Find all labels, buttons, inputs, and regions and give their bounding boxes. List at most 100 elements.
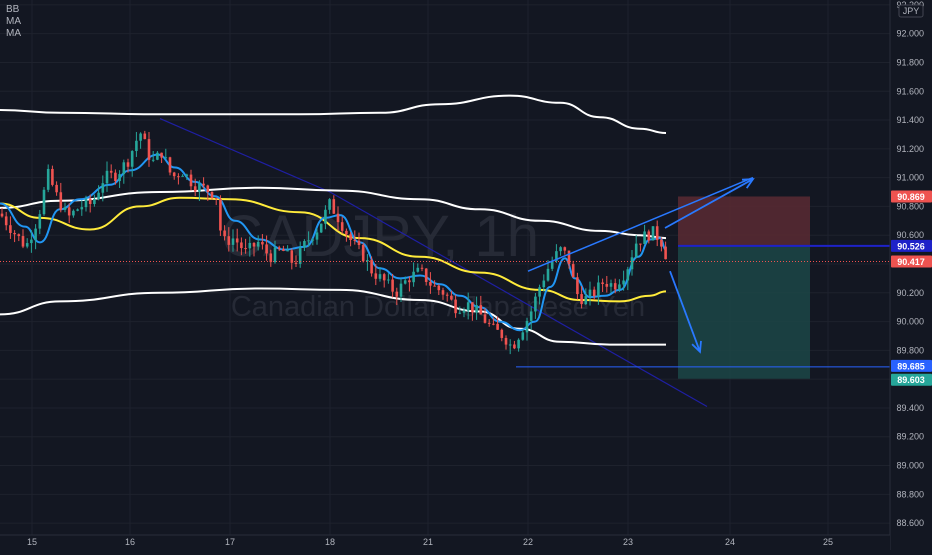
- price-axis-bg: [890, 0, 932, 550]
- candle-up: [151, 151, 155, 163]
- take-profit-zone[interactable]: [678, 245, 810, 379]
- time-tick-label: 25: [823, 537, 833, 547]
- candle-down: [370, 256, 373, 277]
- candle-up: [72, 209, 75, 218]
- arrow-down[interactable]: [669, 270, 702, 354]
- candle-up: [546, 260, 550, 282]
- candle-down: [500, 328, 504, 342]
- candle-up: [46, 164, 50, 193]
- stop-loss-zone[interactable]: [678, 196, 810, 246]
- candle-up: [550, 256, 554, 272]
- candle-up: [181, 174, 184, 177]
- candle-up: [403, 276, 407, 285]
- drawings-layer[interactable]: [159, 118, 890, 408]
- candle-up: [105, 161, 109, 192]
- price-badge-text: 89.685: [897, 361, 925, 371]
- candle-down: [210, 191, 214, 200]
- overlay-layer[interactable]: [0, 176, 890, 354]
- candle-up: [84, 195, 88, 212]
- watermark-symbol: CADJPY, 1h: [221, 204, 539, 269]
- candle-up: [521, 329, 525, 341]
- legend-bb[interactable]: BB: [6, 4, 20, 15]
- moving-average-slow: [0, 196, 667, 303]
- price-badge-target[interactable]: 89.685: [891, 359, 932, 372]
- candle-down: [189, 169, 193, 191]
- candle-up: [130, 150, 134, 177]
- trendline-upper[interactable]: [159, 118, 331, 193]
- candle-up: [588, 281, 592, 306]
- candle-down: [240, 237, 243, 256]
- candle-up: [378, 267, 382, 282]
- candle-down: [252, 242, 256, 257]
- legend-ma-1[interactable]: MA: [6, 16, 21, 27]
- candle-up: [529, 306, 533, 330]
- price-tick-label: 90.800: [896, 201, 924, 211]
- candle-down: [9, 216, 12, 239]
- candle-down: [206, 184, 210, 201]
- candle-down: [349, 232, 352, 247]
- candle-up: [618, 279, 621, 292]
- candle-up: [538, 284, 541, 305]
- price-tick-label: 91.400: [896, 115, 924, 125]
- price-tick-label: 90.000: [896, 317, 924, 327]
- candle-down: [0, 207, 4, 218]
- legend-ma-2[interactable]: MA: [6, 28, 21, 39]
- candle-up: [651, 226, 655, 241]
- price-tick-label: 90.600: [896, 230, 924, 240]
- candle-down: [382, 272, 386, 288]
- candle-up: [643, 224, 646, 245]
- candle-up: [34, 224, 37, 250]
- candle-up: [630, 250, 634, 276]
- candle-down: [177, 173, 180, 185]
- time-axis-bg: [0, 535, 890, 550]
- candle-up: [156, 151, 159, 161]
- candle-up: [324, 205, 327, 230]
- arrow-up[interactable]: [664, 178, 755, 229]
- candle-down: [114, 169, 117, 185]
- channel-line[interactable]: [527, 176, 754, 272]
- candle-down: [340, 216, 344, 234]
- candle-down: [88, 194, 92, 213]
- candle-up: [366, 254, 369, 271]
- price-tick-label: 89.200: [896, 432, 924, 442]
- candle-down: [492, 317, 495, 326]
- candle-down: [244, 238, 247, 254]
- candle-down: [580, 286, 583, 309]
- candle-up: [231, 229, 235, 252]
- price-badge-text: 89.603: [897, 375, 925, 385]
- candle-up: [135, 131, 138, 157]
- price-badge-entry[interactable]: 90.526: [891, 239, 932, 252]
- currency-badge[interactable]: [898, 4, 924, 18]
- candle-up: [597, 275, 600, 305]
- candle-up: [584, 288, 588, 305]
- bollinger-upper-band: [0, 94, 667, 134]
- candle-up: [315, 228, 319, 245]
- price-tick-label: 91.000: [896, 173, 924, 183]
- watermark-name: Canadian Dollar / Japanese Yen: [231, 291, 645, 323]
- price-badge-stop-loss[interactable]: 90.869: [891, 190, 932, 203]
- candle-down: [441, 287, 445, 300]
- candle-down: [361, 242, 365, 263]
- candle-up: [80, 200, 84, 216]
- time-axis[interactable]: 15 16 17 18 21 22 23 24 25: [0, 534, 890, 550]
- candle-down: [437, 284, 441, 296]
- trendline-lower[interactable]: [329, 191, 708, 408]
- candle-up: [97, 185, 100, 201]
- price-badge-last-price[interactable]: 90.417: [891, 255, 932, 268]
- price-badge-take-profit[interactable]: 89.603: [891, 373, 932, 386]
- position-zones[interactable]: [678, 196, 890, 379]
- candle-up: [319, 223, 323, 234]
- candle-down: [374, 264, 378, 286]
- candle-down: [193, 178, 197, 197]
- candle-up: [30, 230, 33, 253]
- candle-up: [609, 279, 613, 294]
- price-tick-label: 88.800: [896, 489, 924, 499]
- candle-down: [336, 206, 340, 231]
- candle-down: [450, 290, 453, 301]
- candle-up: [559, 246, 562, 256]
- candle-down: [483, 308, 487, 324]
- candle-down: [353, 230, 357, 245]
- price-axis[interactable]: 92.20092.00091.80091.60091.40091.20091.0…: [889, 0, 932, 550]
